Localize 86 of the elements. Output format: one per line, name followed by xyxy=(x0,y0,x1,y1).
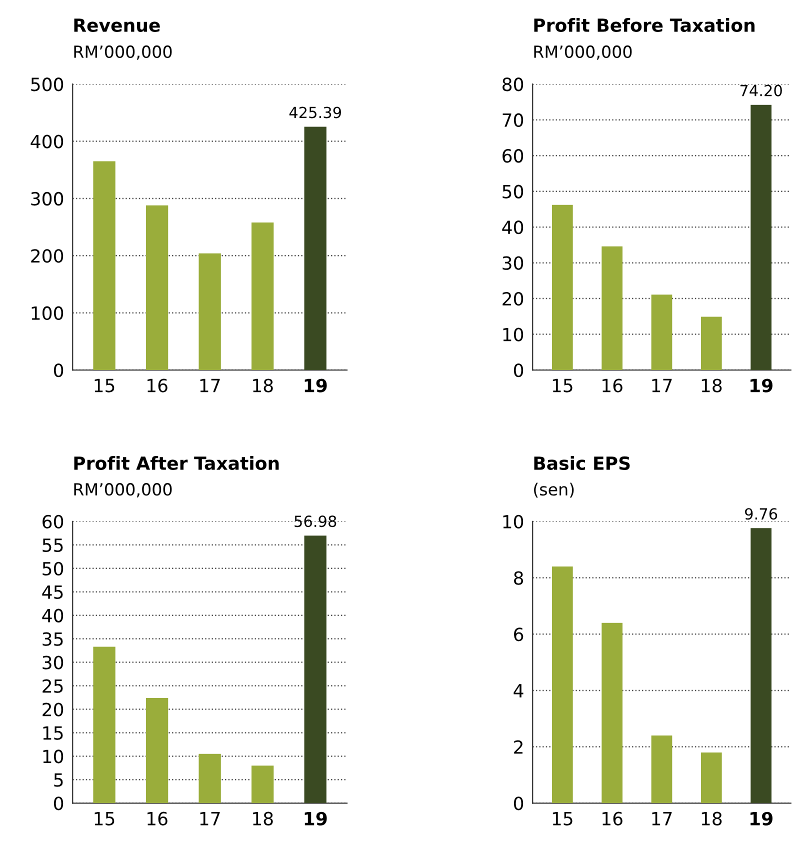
x-tick-label: 16 xyxy=(602,812,622,826)
x-tick-label: 19 xyxy=(304,812,327,826)
bar xyxy=(700,316,722,370)
y-tick-label: 30 xyxy=(42,656,64,670)
x-tick-label: 17 xyxy=(200,812,220,826)
chart-subtitle: RM’000,000 xyxy=(74,45,172,60)
y-tick-label: 35 xyxy=(42,632,63,646)
bar xyxy=(304,536,326,804)
y-tick-label: 55 xyxy=(42,538,63,552)
bar xyxy=(304,126,326,370)
y-tick-label: 10 xyxy=(43,750,64,764)
x-tick-label: 16 xyxy=(602,378,622,392)
chart-title: Basic EPS xyxy=(534,456,630,470)
x-tick-label: 15 xyxy=(94,378,114,392)
bar xyxy=(198,253,221,370)
chart-title: Revenue xyxy=(74,18,160,32)
x-tick-label: 19 xyxy=(304,378,327,392)
y-tick-label: 0 xyxy=(54,364,64,378)
x-tick-label: 15 xyxy=(552,812,572,826)
x-tick-label: 17 xyxy=(652,378,672,392)
y-tick-label: 0 xyxy=(54,796,64,810)
data-label: 74.20 xyxy=(740,84,782,96)
y-tick-label: 40 xyxy=(42,608,64,622)
y-tick-label: 400 xyxy=(30,134,64,148)
x-tick-label: 15 xyxy=(552,378,572,392)
y-tick-label: 15 xyxy=(43,726,63,740)
y-tick-label: 200 xyxy=(31,249,64,263)
x-tick-label: 15 xyxy=(94,812,114,826)
bar xyxy=(700,752,722,804)
y-tick-label: 4 xyxy=(514,684,524,698)
chart-title: Profit Before Taxation xyxy=(534,18,754,32)
y-tick-label: 300 xyxy=(31,192,64,206)
x-tick-label: 18 xyxy=(702,378,722,392)
bar xyxy=(552,204,573,370)
y-tick-label: 20 xyxy=(42,702,64,716)
x-tick-label: 17 xyxy=(652,812,672,826)
x-tick-label: 19 xyxy=(750,812,772,826)
bar xyxy=(651,736,672,804)
y-tick-label: 50 xyxy=(42,562,64,576)
x-tick-label: 18 xyxy=(253,378,273,392)
x-tick-label: 17 xyxy=(200,378,220,392)
bar xyxy=(93,161,116,370)
x-tick-label: 18 xyxy=(253,812,273,826)
bar xyxy=(651,294,672,370)
y-tick-label: 20 xyxy=(502,292,524,306)
y-tick-label: 2 xyxy=(514,740,522,754)
bar xyxy=(146,205,168,370)
bar xyxy=(198,754,221,804)
y-tick-label: 30 xyxy=(502,256,524,270)
x-tick-label: 16 xyxy=(148,812,168,826)
bar xyxy=(252,766,274,804)
y-tick-label: 100 xyxy=(32,306,64,320)
bar xyxy=(93,646,116,804)
bar xyxy=(602,246,623,370)
y-tick-label: 5 xyxy=(54,773,63,787)
y-tick-label: 10 xyxy=(503,328,524,342)
x-tick-label: 18 xyxy=(702,812,722,826)
y-tick-label: 0 xyxy=(514,796,524,810)
chart-subtitle: RM’000,000 xyxy=(74,483,172,498)
chart-subtitle: (sen) xyxy=(534,482,574,498)
chart-title: Profit After Taxation xyxy=(74,456,279,470)
y-tick-label: 80 xyxy=(502,78,524,92)
bar xyxy=(750,104,772,370)
x-tick-label: 16 xyxy=(148,378,168,392)
y-tick-label: 60 xyxy=(42,514,64,529)
x-tick-label: 19 xyxy=(750,378,772,392)
y-tick-label: 50 xyxy=(502,184,524,198)
y-tick-label: 8 xyxy=(514,571,524,585)
chart-subtitle: RM’000,000 xyxy=(534,45,632,60)
data-label: 56.98 xyxy=(294,516,336,528)
y-tick-label: 0 xyxy=(514,364,524,378)
y-tick-label: 70 xyxy=(502,113,524,127)
bar xyxy=(552,566,573,804)
bar xyxy=(602,622,623,804)
y-tick-label: 40 xyxy=(502,220,524,234)
bar xyxy=(146,698,168,804)
y-tick-label: 10 xyxy=(503,514,524,529)
data-label: 9.76 xyxy=(745,508,778,520)
y-tick-label: 25 xyxy=(42,679,63,693)
bar xyxy=(252,222,274,370)
y-tick-label: 6 xyxy=(514,628,524,642)
y-tick-label: 60 xyxy=(502,149,524,163)
y-tick-label: 500 xyxy=(31,78,64,92)
y-tick-label: 45 xyxy=(42,586,63,599)
data-label: 425.39 xyxy=(289,106,342,118)
bar xyxy=(750,528,772,804)
